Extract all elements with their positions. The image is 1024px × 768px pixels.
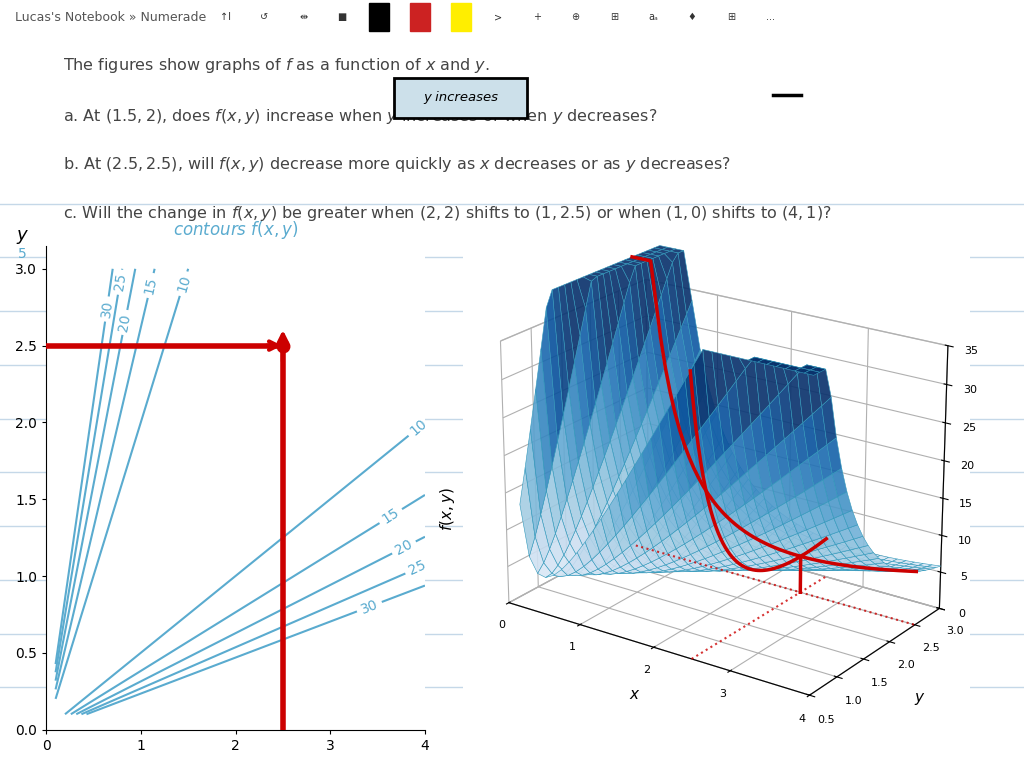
Text: 20: 20: [393, 537, 415, 558]
Text: 5: 5: [18, 247, 27, 261]
Text: ⇹: ⇹: [299, 12, 307, 22]
Text: >: >: [494, 12, 502, 22]
Text: ♦: ♦: [688, 12, 696, 22]
Text: ■: ■: [337, 12, 347, 22]
Text: 25: 25: [407, 558, 428, 578]
Text: ⊞: ⊞: [727, 12, 735, 22]
Y-axis label: $y$: $y$: [913, 690, 925, 707]
Text: 30: 30: [98, 300, 115, 319]
Text: 15: 15: [380, 505, 402, 527]
X-axis label: $x$: $x$: [629, 687, 640, 702]
Text: c. Will the change in $f(x, y)$ be greater when $(2,2)$ shifts to $(1,2.5)$ or w: c. Will the change in $f(x, y)$ be great…: [63, 204, 833, 223]
Text: b. At $(2.5, 2.5)$, will $f(x, y)$ decrease more quickly as $x$ decreases or as : b. At $(2.5, 2.5)$, will $f(x, y)$ decre…: [63, 155, 731, 174]
Text: a. At $(1.5, 2)$, does $f(x, y)$ increase when $y$ increases or when $y$ decreas: a. At $(1.5, 2)$, does $f(x, y)$ increas…: [63, 107, 657, 126]
Text: ...: ...: [766, 12, 774, 22]
Bar: [410, 4, 430, 31]
Text: ▲: ▲: [455, 12, 463, 22]
Text: 10: 10: [408, 416, 430, 439]
Text: $y$: $y$: [15, 228, 29, 246]
Bar: [369, 4, 389, 31]
Text: ⊕: ⊕: [571, 12, 580, 22]
Text: ▼: ▼: [416, 12, 424, 22]
Text: aₐ: aₐ: [648, 12, 658, 22]
Text: 15: 15: [142, 276, 160, 296]
Text: 20: 20: [117, 313, 133, 333]
Text: ↺: ↺: [260, 12, 268, 22]
FancyBboxPatch shape: [394, 78, 527, 118]
Text: +: +: [532, 12, 541, 22]
Text: ↑I: ↑I: [220, 12, 230, 22]
Text: ⊞: ⊞: [610, 12, 618, 22]
Bar: [451, 4, 471, 31]
Text: 10: 10: [174, 273, 193, 294]
Title: contours $f(x, y)$: contours $f(x, y)$: [173, 219, 298, 240]
Text: <: <: [377, 12, 385, 22]
Text: 25: 25: [112, 273, 128, 292]
Text: The figures show graphs of $f$ as a function of $x$ and $y$.: The figures show graphs of $f$ as a func…: [63, 56, 490, 75]
Text: y increases: y increases: [423, 91, 499, 104]
Text: $f(x, y)$: $f(x, y)$: [438, 488, 457, 531]
Text: Lucas's Notebook » Numerade: Lucas's Notebook » Numerade: [15, 11, 207, 24]
Text: 30: 30: [358, 597, 380, 617]
